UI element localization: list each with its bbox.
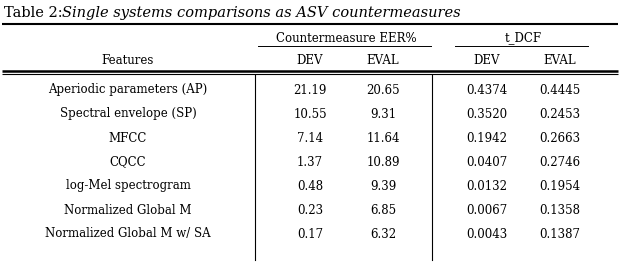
Text: 0.1358: 0.1358 [539,204,580,216]
Text: 0.17: 0.17 [297,227,323,241]
Text: 0.1387: 0.1387 [539,227,580,241]
Text: Single systems comparisons as ASV countermeasures: Single systems comparisons as ASV counte… [62,6,461,20]
Text: 0.4374: 0.4374 [466,84,508,96]
Text: Spectral envelope (SP): Spectral envelope (SP) [60,107,197,121]
Text: 0.2453: 0.2453 [539,107,580,121]
Text: DEV: DEV [474,53,500,67]
Text: EVAL: EVAL [544,53,577,67]
Text: 7.14: 7.14 [297,132,323,145]
Text: 0.2746: 0.2746 [539,156,580,168]
Text: log-Mel spectrogram: log-Mel spectrogram [66,179,190,193]
Text: 1.37: 1.37 [297,156,323,168]
Text: DEV: DEV [297,53,323,67]
Text: 11.64: 11.64 [366,132,400,145]
Text: 6.85: 6.85 [370,204,396,216]
Text: 0.0407: 0.0407 [466,156,508,168]
Text: Normalized Global M w/ SA: Normalized Global M w/ SA [45,227,211,241]
Text: 0.48: 0.48 [297,179,323,193]
Text: 0.0043: 0.0043 [466,227,508,241]
Text: 10.55: 10.55 [293,107,327,121]
Text: 0.1954: 0.1954 [539,179,580,193]
Text: t_DCF: t_DCF [505,31,542,45]
Text: Aperiodic parameters (AP): Aperiodic parameters (AP) [48,84,208,96]
Text: 9.39: 9.39 [370,179,396,193]
Text: 20.65: 20.65 [366,84,400,96]
Text: Countermeasure EER%: Countermeasure EER% [276,31,417,45]
Text: 0.23: 0.23 [297,204,323,216]
Text: 0.4445: 0.4445 [539,84,580,96]
Text: 0.2663: 0.2663 [539,132,580,145]
Text: Normalized Global M: Normalized Global M [64,204,192,216]
Text: CQCC: CQCC [110,156,146,168]
Text: Features: Features [102,53,154,67]
Text: 0.3520: 0.3520 [466,107,508,121]
Text: 6.32: 6.32 [370,227,396,241]
Text: Table 2:: Table 2: [4,6,67,20]
Text: 0.0067: 0.0067 [466,204,508,216]
Text: 10.89: 10.89 [366,156,400,168]
Text: MFCC: MFCC [109,132,147,145]
Text: 21.19: 21.19 [293,84,327,96]
Text: 0.0132: 0.0132 [466,179,508,193]
Text: 9.31: 9.31 [370,107,396,121]
Text: 0.1942: 0.1942 [466,132,508,145]
Text: EVAL: EVAL [366,53,399,67]
